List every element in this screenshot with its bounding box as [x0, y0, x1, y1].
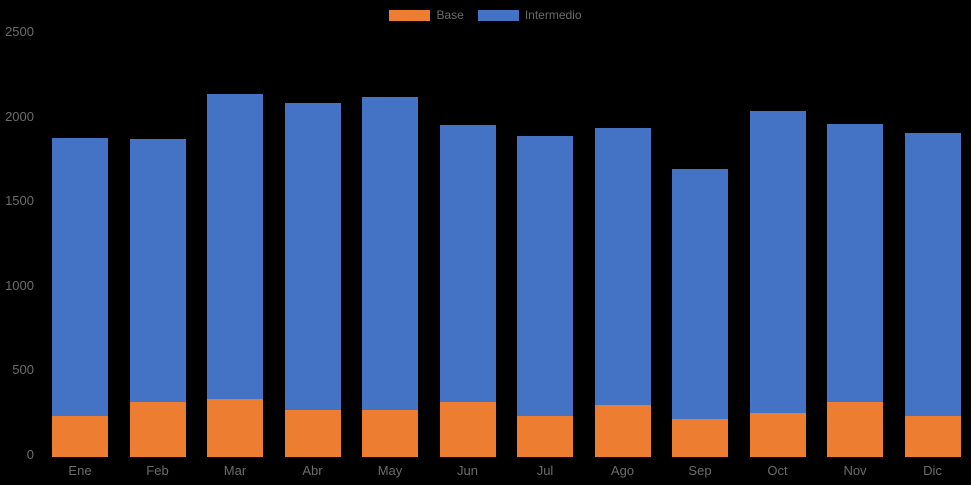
x-axis-label-jun: Jun: [457, 463, 478, 478]
bar-segment-base-mar: [207, 398, 263, 457]
bar-segment-intermedio-mar: [207, 94, 263, 399]
x-axis-label-dic: Dic: [923, 463, 942, 478]
bar-segment-intermedio-oct: [749, 110, 806, 413]
bar-segment-intermedio-ene: [52, 138, 108, 417]
y-axis-tick-label-2000: 2000: [5, 108, 34, 124]
x-axis-label-oct: Oct: [767, 463, 788, 478]
x-axis-label-ene: Ene: [68, 463, 92, 478]
bar-segment-intermedio-jul: [517, 136, 573, 417]
y-axis-tick-label-1500: 1500: [5, 193, 34, 209]
chart-legend: Base Intermedio: [0, 9, 971, 22]
y-axis-tick-label-500: 500: [12, 362, 34, 378]
y-axis-tick-label-0: 0: [26, 447, 34, 462]
x-axis-label-jul: Jul: [536, 463, 554, 478]
bar-segment-intermedio-may: [362, 97, 418, 411]
x-axis-label-abr: Abr: [302, 463, 323, 478]
bar-segment-intermedio-feb: [129, 138, 186, 402]
y-axis-tick-label-1000: 1000: [5, 277, 34, 293]
x-axis-label-ago: Ago: [610, 463, 635, 478]
legend-swatch-base-icon: [389, 10, 431, 21]
bar-segment-base-abr: [284, 409, 341, 457]
x-axis-label-may: May: [377, 463, 403, 478]
bar-segment-intermedio-nov: [827, 123, 883, 402]
bar-segment-intermedio-jun: [439, 124, 496, 402]
bar-segment-intermedio-abr: [284, 102, 341, 410]
bar-segment-intermedio-sep: [672, 169, 728, 419]
y-axis-tick-label-2500: 2500: [5, 24, 34, 39]
legend-item-intermedio: Intermedio: [477, 8, 582, 22]
x-axis-label-nov: Nov: [843, 463, 867, 478]
x-axis-label-feb: Feb: [146, 463, 169, 478]
x-axis-label-mar: Mar: [223, 463, 247, 478]
legend-item-base: Base: [389, 8, 464, 22]
bar-segment-base-jun: [439, 402, 496, 457]
bar-segment-intermedio-dic: [904, 132, 961, 416]
legend-label-intermedio: Intermedio: [524, 8, 582, 22]
bar-segment-base-sep: [672, 418, 728, 457]
bar-segment-base-ago: [594, 404, 651, 457]
x-axis-label-sep: Sep: [688, 463, 712, 478]
bar-segment-base-jul: [517, 416, 573, 457]
bar-segment-base-ene: [52, 416, 108, 457]
legend-label-base: Base: [436, 8, 464, 22]
bar-segment-base-oct: [749, 413, 806, 457]
bar-segment-intermedio-ago: [594, 127, 651, 405]
bar-segment-base-may: [362, 410, 418, 457]
bar-segment-base-feb: [129, 402, 186, 457]
bar-segment-base-nov: [827, 402, 883, 457]
bar-segment-base-dic: [904, 415, 961, 457]
legend-swatch-intermedio-icon: [477, 10, 519, 21]
